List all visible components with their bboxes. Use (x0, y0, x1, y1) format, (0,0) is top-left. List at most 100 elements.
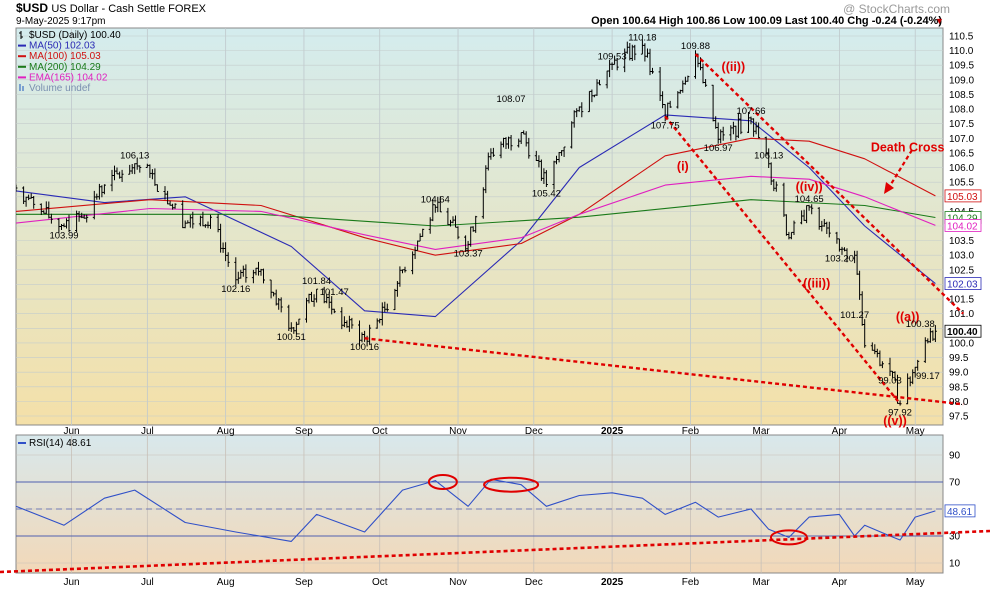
wave-label: (i) (677, 159, 689, 173)
grid-lines (16, 28, 943, 573)
x-tick-label-bottom: Jun (64, 577, 80, 588)
instrument-name: US Dollar - Cash Settle FOREX (51, 3, 207, 15)
x-tick-label-top: 2025 (601, 426, 624, 437)
quote-line: Open 100.64 High 100.86 Low 100.09 Last … (591, 15, 942, 27)
x-tick-label-top: Oct (372, 426, 388, 437)
death-cross-arrow (887, 149, 913, 190)
price-data-label: 97.92 (888, 408, 912, 419)
tag-box (944, 324, 982, 338)
x-tick-label-top: Sep (295, 426, 313, 437)
wave-label: ((a)) (896, 310, 920, 324)
volume-icon (19, 84, 21, 91)
tag-text: 105.03 (947, 192, 978, 203)
rsi-value-tag-box (944, 504, 976, 518)
legend-entry: MA(200) 104.29 (29, 62, 101, 73)
y-tick-label: 101.5 (949, 295, 974, 306)
y-tick-label: 108.0 (949, 105, 974, 116)
rsi-y-tick-label: 70 (949, 478, 961, 489)
rsi-title: RSI(14) 48.61 (29, 438, 92, 449)
volume-icon (22, 86, 24, 91)
price-data-label: 100.16 (350, 342, 379, 353)
price-data-label: 101.84 (302, 276, 331, 287)
price-data-label: 104.65 (795, 194, 824, 205)
y-tick-label: 103.5 (949, 236, 974, 247)
lower-channel-line (664, 115, 901, 405)
price-data-label: 100.51 (277, 332, 306, 343)
x-tick-label-bottom: Sep (295, 577, 313, 588)
x-tick-label-bottom: May (906, 577, 925, 588)
y-tick-label: 98.0 (949, 397, 969, 408)
price-data-label: 103.20 (825, 253, 854, 264)
price-data-label: 104.64 (421, 194, 450, 205)
price-data-label: 109.88 (681, 41, 710, 52)
price-bar-icon (19, 31, 23, 39)
ma-line-ema-165- (16, 175, 936, 250)
price-data-label: 109.53 (598, 51, 627, 62)
symbol-text: $USD (16, 1, 49, 15)
x-tick-label-bottom: Aug (217, 577, 235, 588)
legend-entry: EMA(165) 104.02 (29, 72, 108, 83)
y-tick-label: 99.5 (949, 353, 969, 364)
x-tick-label-bottom: 2025 (601, 577, 624, 588)
x-tick-label-bottom: Feb (682, 577, 700, 588)
y-tick-label: 100.0 (949, 338, 974, 349)
quote-dropdown-icon[interactable]: ▼ (935, 16, 944, 26)
y-tick-label: 109.5 (949, 61, 974, 72)
wave-annotations: ((ii)) (i) ((iv)) ((iii)) ((v)) ((a)) Death Cr… (364, 53, 965, 428)
y-tick-label: 105.5 (949, 178, 974, 189)
ma-line-ma-50- (16, 114, 936, 318)
legend-entry: MA(100) 105.03 (29, 51, 101, 62)
x-tick-label-top: Apr (832, 426, 848, 437)
wave-label: ((v)) (883, 414, 907, 428)
price-data-label: 101.27 (840, 310, 869, 321)
price-data-label: 99.03 (878, 375, 902, 386)
ma-line-ma-200- (16, 199, 936, 227)
support-trendline (364, 337, 964, 406)
y-tick-label: 103.0 (949, 251, 974, 262)
price-data-label: 106.13 (754, 151, 783, 162)
rsi-highlight-circle (483, 476, 540, 493)
y-tick-label: 106.0 (949, 163, 974, 174)
y-tick-label: 108.5 (949, 90, 974, 101)
rsi-series (0, 474, 990, 574)
price-data-label: 100.38 (906, 319, 935, 330)
price-data-label: 101.47 (320, 287, 349, 298)
right-axis-tag: 104.02 (944, 219, 982, 232)
y-tick-label: 99.0 (949, 368, 969, 379)
price-data-label: 99.17 (916, 371, 940, 382)
x-tick-label-bottom: Mar (753, 577, 771, 588)
tag-box (944, 277, 982, 290)
rsi-highlight-circle (427, 474, 458, 490)
tag-text: 102.03 (947, 280, 978, 291)
y-tick-label: 110.0 (949, 46, 974, 57)
price-data-label: 110.18 (628, 32, 656, 43)
price-data-label: 103.37 (454, 248, 483, 259)
price-data-label: 103.99 (49, 230, 78, 241)
x-tick-label-top: Jun (64, 426, 80, 437)
y-tick-label: 109.0 (949, 75, 974, 86)
stockcharts-watermark: @ StockCharts.com (843, 2, 950, 16)
x-tick-label-top: Nov (449, 426, 467, 437)
y-tick-label: 98.5 (949, 382, 969, 393)
x-tick-label-top: Aug (217, 426, 235, 437)
rsi-y-tick-label: 90 (949, 451, 961, 462)
price-data-label: 107.66 (737, 106, 766, 117)
x-tick-label-bottom: Oct (372, 577, 388, 588)
x-tick-label-top: Jul (141, 426, 154, 437)
ma-line-ma-100- (16, 137, 936, 256)
price-data-label: 105.42 (532, 188, 561, 199)
wave-label: ((iii)) (803, 276, 830, 290)
price-data-label: 102.16 (221, 284, 250, 295)
legend-entry: $USD (Daily) 100.40 (29, 30, 121, 41)
legend-entry: MA(50) 102.03 (29, 41, 96, 52)
price-bars (16, 39, 937, 406)
y-tick-label: 107.0 (949, 134, 974, 145)
death-cross-arrowhead (884, 182, 894, 194)
x-tick-label-top: Dec (525, 426, 543, 437)
x-tick-label-bottom: Dec (525, 577, 543, 588)
x-tick-label-bottom: Apr (832, 577, 848, 588)
